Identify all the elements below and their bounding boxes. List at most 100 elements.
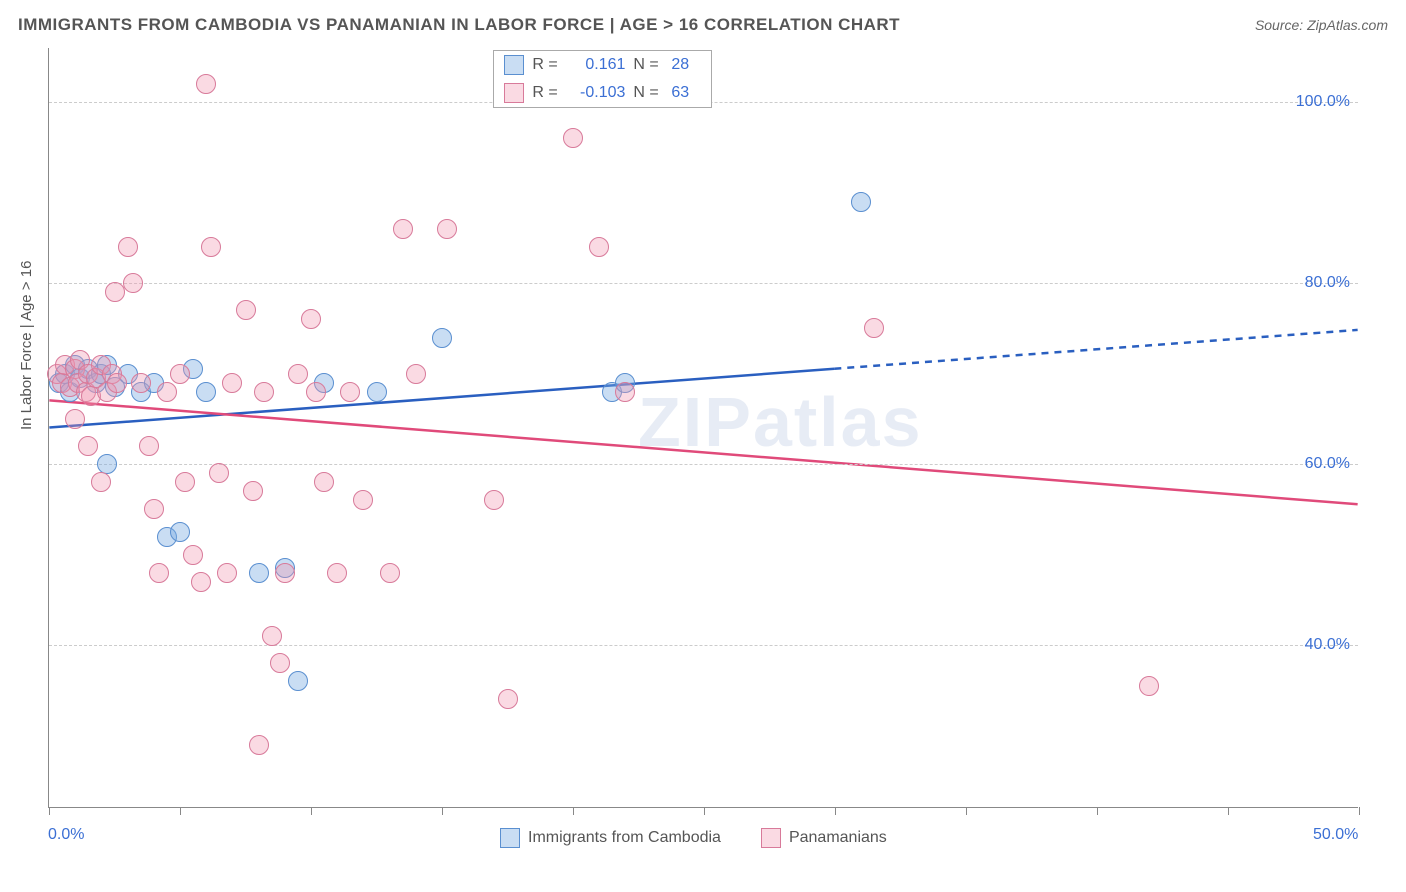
watermark: ZIPatlas — [638, 382, 922, 462]
n-value: 28 — [671, 56, 701, 74]
legend-label: Panamanians — [789, 829, 887, 847]
data-point-cambodia — [432, 328, 452, 348]
data-point-panama — [484, 490, 504, 510]
legend-item-cambodia: Immigrants from Cambodia — [500, 828, 721, 848]
data-point-panama — [118, 237, 138, 257]
data-point-panama — [149, 563, 169, 583]
data-point-panama — [105, 282, 125, 302]
stats-row-panama: R = -0.103 N = 63 — [494, 79, 711, 107]
x-tick — [1359, 807, 1360, 815]
data-point-panama — [170, 364, 190, 384]
data-point-panama — [262, 626, 282, 646]
data-point-panama — [270, 653, 290, 673]
legend-swatch-cambodia — [504, 55, 524, 75]
data-point-panama — [139, 436, 159, 456]
r-label: R = — [532, 84, 562, 102]
data-point-panama — [78, 436, 98, 456]
data-point-panama — [217, 563, 237, 583]
data-point-panama — [91, 472, 111, 492]
source-attribution: Source: ZipAtlas.com — [1255, 17, 1388, 33]
n-value: 63 — [671, 84, 701, 102]
x-tick — [704, 807, 705, 815]
bottom-legend: Immigrants from Cambodia Panamanians — [500, 828, 887, 848]
x-tick — [311, 807, 312, 815]
data-point-panama — [864, 318, 884, 338]
data-point-panama — [65, 409, 85, 429]
data-point-panama — [301, 309, 321, 329]
data-point-panama — [327, 563, 347, 583]
data-point-panama — [222, 373, 242, 393]
n-label: N = — [633, 56, 663, 74]
data-point-panama — [498, 689, 518, 709]
data-point-cambodia — [367, 382, 387, 402]
data-point-panama — [254, 382, 274, 402]
y-tick-label: 60.0% — [1305, 455, 1350, 473]
data-point-cambodia — [196, 382, 216, 402]
data-point-panama — [249, 735, 269, 755]
grid-line — [49, 283, 1358, 284]
x-tick — [573, 807, 574, 815]
data-point-panama — [288, 364, 308, 384]
legend-swatch-panama — [504, 83, 524, 103]
legend-swatch-cambodia — [500, 828, 520, 848]
r-value: 0.161 — [570, 56, 625, 74]
y-tick-label: 40.0% — [1305, 636, 1350, 654]
data-point-panama — [196, 74, 216, 94]
grid-line — [49, 645, 1358, 646]
x-tick — [180, 807, 181, 815]
n-label: N = — [633, 84, 663, 102]
data-point-panama — [209, 463, 229, 483]
data-point-panama — [131, 373, 151, 393]
legend-item-panama: Panamanians — [761, 828, 887, 848]
data-point-cambodia — [249, 563, 269, 583]
x-tick — [1228, 807, 1229, 815]
plot-area: ZIPatlas 40.0%60.0%80.0%100.0% — [48, 48, 1358, 808]
data-point-cambodia — [97, 454, 117, 474]
data-point-panama — [340, 382, 360, 402]
data-point-panama — [157, 382, 177, 402]
data-point-panama — [191, 572, 211, 592]
y-tick-label: 80.0% — [1305, 274, 1350, 292]
data-point-panama — [306, 382, 326, 402]
data-point-panama — [1139, 676, 1159, 696]
data-point-panama — [589, 237, 609, 257]
x-tick — [966, 807, 967, 815]
x-tick — [835, 807, 836, 815]
data-point-cambodia — [851, 192, 871, 212]
data-point-panama — [563, 128, 583, 148]
data-point-panama — [406, 364, 426, 384]
data-point-panama — [144, 499, 164, 519]
x-tick-label: 50.0% — [1313, 826, 1358, 844]
stats-legend: R = 0.161 N = 28 R = -0.103 N = 63 — [493, 50, 712, 108]
data-point-panama — [380, 563, 400, 583]
legend-swatch-panama — [761, 828, 781, 848]
data-point-panama — [615, 382, 635, 402]
data-point-panama — [275, 563, 295, 583]
data-point-panama — [175, 472, 195, 492]
grid-line — [49, 464, 1358, 465]
data-point-panama — [437, 219, 457, 239]
data-point-panama — [243, 481, 263, 501]
data-point-panama — [123, 273, 143, 293]
chart-header: IMMIGRANTS FROM CAMBODIA VS PANAMANIAN I… — [18, 10, 1388, 40]
data-point-panama — [183, 545, 203, 565]
r-value: -0.103 — [570, 84, 625, 102]
data-point-cambodia — [170, 522, 190, 542]
r-label: R = — [532, 56, 562, 74]
x-tick — [49, 807, 50, 815]
stats-row-cambodia: R = 0.161 N = 28 — [494, 51, 711, 79]
regression-lines — [49, 48, 1358, 807]
x-tick — [1097, 807, 1098, 815]
data-point-panama — [353, 490, 373, 510]
data-point-panama — [236, 300, 256, 320]
data-point-panama — [107, 373, 127, 393]
x-tick — [442, 807, 443, 815]
chart-title: IMMIGRANTS FROM CAMBODIA VS PANAMANIAN I… — [18, 15, 900, 35]
data-point-panama — [201, 237, 221, 257]
x-tick-label: 0.0% — [48, 826, 84, 844]
data-point-cambodia — [288, 671, 308, 691]
data-point-panama — [393, 219, 413, 239]
y-axis-label: In Labor Force | Age > 16 — [18, 261, 35, 430]
legend-label: Immigrants from Cambodia — [528, 829, 721, 847]
data-point-panama — [314, 472, 334, 492]
